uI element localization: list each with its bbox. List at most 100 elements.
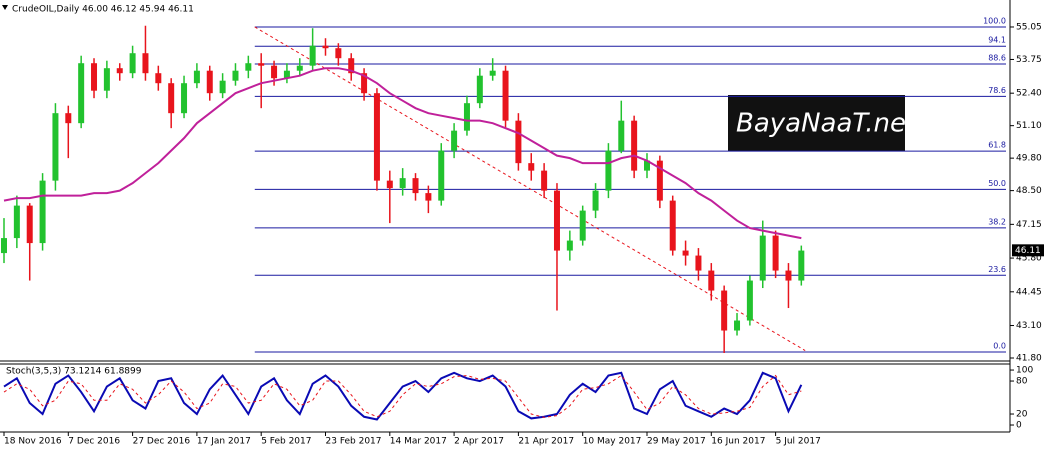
candle-body (489, 70, 496, 76)
candle-body (502, 70, 509, 121)
candle-body (746, 280, 753, 321)
candle-body (322, 45, 329, 49)
candle-body (39, 180, 46, 244)
candle-body (309, 45, 316, 66)
y-tick-label: 44.45 (1016, 287, 1042, 297)
candle-body (335, 48, 342, 59)
candle-body (476, 75, 483, 104)
candle-body (193, 70, 200, 84)
candle-body (566, 240, 573, 251)
y-tick-label: 41.80 (1016, 354, 1042, 364)
y-tick-label: 100 (1016, 366, 1033, 376)
candle-body (721, 290, 728, 331)
candle-body (168, 83, 175, 114)
title-icon (2, 5, 8, 10)
x-tick-label: 14 Mar 2017 (390, 437, 447, 447)
candle-body (142, 53, 149, 74)
fib-label: 94.1 (988, 36, 1006, 45)
x-tick-label: 2 Apr 2017 (454, 437, 504, 447)
fib-label: 38.2 (988, 217, 1006, 226)
candle-body (232, 70, 239, 81)
x-tick-label: 5 Feb 2017 (261, 437, 311, 447)
y-tick-label: 55.05 (1016, 22, 1042, 32)
candle-body (13, 205, 20, 239)
y-tick-label: 80 (1016, 377, 1028, 387)
candle-body (605, 150, 612, 191)
candle-body (759, 235, 766, 281)
candle-body (258, 63, 265, 66)
candle-body (78, 63, 85, 124)
stoch-line (3, 374, 802, 418)
candle-body (65, 113, 72, 124)
fib-label: 100.0 (983, 16, 1006, 25)
candle-body (348, 58, 355, 74)
candle-body (785, 270, 792, 281)
x-tick-label: 18 Nov 2016 (4, 437, 62, 447)
x-tick-label: 7 Dec 2016 (68, 437, 120, 447)
candle-body (515, 120, 522, 164)
x-tick-label: 17 Jan 2017 (197, 437, 251, 447)
candle-body (129, 53, 136, 74)
x-tick-label: 27 Dec 2016 (133, 437, 191, 447)
y-tick-label: 47.15 (1016, 220, 1042, 230)
candle-body (296, 65, 303, 71)
candle-body (463, 103, 470, 131)
candle-body (708, 270, 715, 291)
x-tick-label: 23 Feb 2017 (326, 437, 382, 447)
fib-label: 61.8 (988, 141, 1006, 150)
fib-label: 23.6 (988, 265, 1006, 274)
candle-body (644, 160, 650, 171)
y-tick-label: 20 (1016, 410, 1028, 420)
candle-body (386, 180, 393, 189)
y-tick-label: 49.80 (1016, 154, 1042, 164)
candle-body (438, 150, 445, 201)
candle-body (91, 63, 98, 91)
candle-body (798, 250, 805, 281)
fib-label: 88.6 (988, 53, 1006, 62)
candle-body (631, 120, 638, 171)
watermark: BayaNaaT.ne (736, 109, 906, 139)
y-tick-label: 45.80 (1016, 254, 1042, 264)
candle-body (361, 73, 368, 94)
moving-average (3, 67, 802, 240)
candle-body (1, 238, 7, 254)
candle-body (206, 70, 213, 94)
candle-body (52, 113, 59, 181)
trendline (254, 26, 806, 351)
last-price-box (1012, 244, 1044, 257)
fib-label: 0.0 (993, 342, 1006, 351)
y-tick-label: 0 (1016, 421, 1022, 431)
fib-label: 50.0 (988, 179, 1006, 188)
candle-body (373, 93, 380, 181)
stoch-line (3, 371, 803, 421)
candle-body (553, 190, 560, 251)
x-tick-label: 5 Jul 2017 (776, 437, 821, 447)
candle-body (399, 178, 406, 189)
candle-body (451, 130, 458, 151)
y-tick-label: 43.10 (1016, 321, 1042, 331)
y-tick-label: 53.75 (1016, 55, 1042, 65)
y-tick-label: 51.10 (1016, 121, 1042, 131)
candle-body (669, 200, 676, 251)
candle-body (682, 250, 689, 256)
x-tick-label: 29 May 2017 (647, 437, 706, 447)
x-tick-label: 10 May 2017 (583, 437, 642, 447)
last-price: 46.11 (1015, 246, 1041, 256)
y-tick-label: 48.50 (1016, 186, 1042, 196)
fib-label: 78.6 (988, 86, 1006, 95)
candle-body (412, 178, 419, 194)
candle-body (181, 83, 188, 114)
candle-body (219, 80, 226, 94)
y-tick-label: 52.40 (1016, 89, 1042, 99)
stoch-title: Stoch(3,5,3) 73.1214 61.8899 (6, 367, 142, 377)
candle-body (116, 68, 123, 74)
x-tick-label: 16 Jun 2017 (711, 437, 765, 447)
candle-body (734, 320, 741, 331)
chart-title: CrudeOIL,Daily 46.00 46.12 45.94 46.11 (12, 5, 194, 15)
candle-body (155, 73, 162, 84)
candle-body (528, 163, 535, 171)
candle-body (695, 255, 702, 271)
